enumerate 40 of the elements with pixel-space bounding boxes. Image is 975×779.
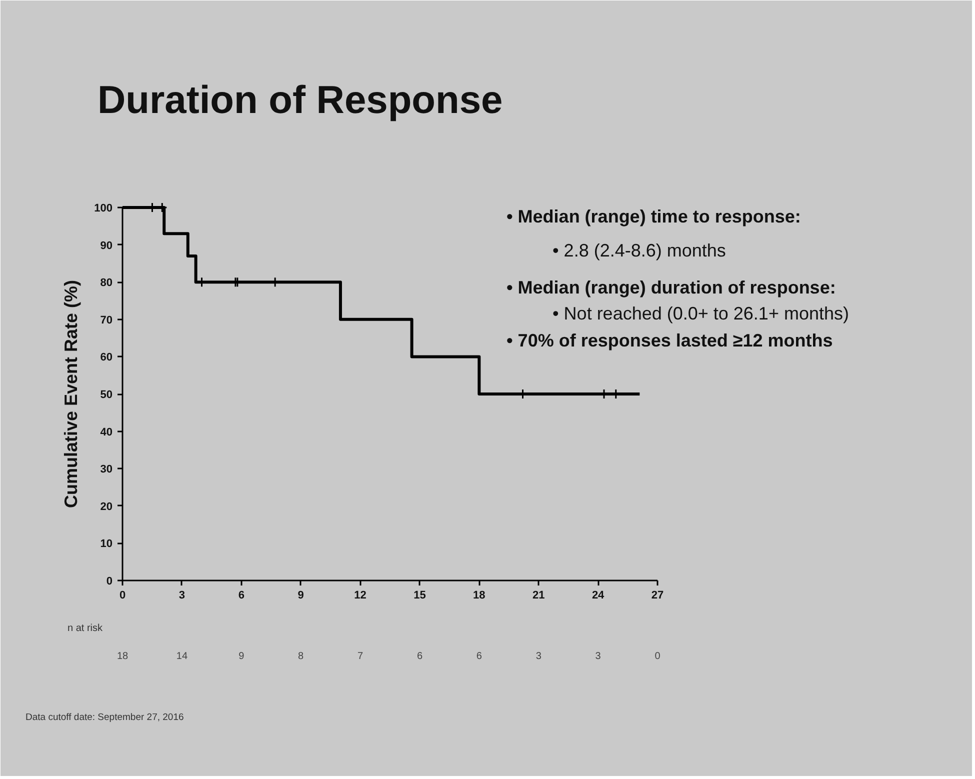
y-tick-label: 50 <box>100 389 113 401</box>
text: 14 <box>176 651 188 662</box>
y-tick-label: 80 <box>100 277 113 290</box>
x-tick-label: 18 <box>473 590 486 602</box>
y-tick-label: 60 <box>100 352 113 364</box>
y-tick-label: 100 <box>94 202 113 214</box>
text: 6 <box>476 651 482 662</box>
text: 3 <box>536 651 542 662</box>
text: 9 <box>238 651 245 662</box>
annotation: • 70% of responses lasted ≥12 months <box>506 330 833 350</box>
text: Data cutoff date: September 27, 2016 <box>26 712 184 723</box>
chart-title: Duration of Response <box>98 79 503 122</box>
y-tick-label: 20 <box>100 500 113 513</box>
annotation: • 2.8 (2.4-8.6) months <box>552 240 726 260</box>
y-tick-label: 30 <box>100 464 113 476</box>
text: 7 <box>357 651 364 662</box>
text: 8 <box>298 651 304 662</box>
x-tick-label: 27 <box>651 590 664 602</box>
annotation: • Median (range) time to response: <box>506 206 801 226</box>
text: 3 <box>595 651 602 662</box>
y-tick-label: 70 <box>100 314 113 326</box>
text: 18 <box>116 651 128 662</box>
x-tick-label: 24 <box>592 590 606 602</box>
y-tick-label: 40 <box>100 426 113 438</box>
x-tick-label: 12 <box>354 590 366 602</box>
x-tick-label: 9 <box>298 590 304 602</box>
x-tick-label: 6 <box>238 590 244 602</box>
x-tick-label: 21 <box>532 590 545 602</box>
x-tick-label: 15 <box>414 590 426 602</box>
text: 0 <box>654 651 661 662</box>
text: 6 <box>416 651 423 662</box>
x-tick-label: 3 <box>178 590 186 602</box>
annotation: • Median (range) duration of response: <box>506 278 836 298</box>
y-tick-label: 10 <box>100 538 113 550</box>
text: n at risk <box>68 623 104 634</box>
annotation: • Not reached (0.0+ to 26.1+ months) <box>552 304 849 324</box>
y-tick-label: 90 <box>100 240 113 252</box>
y-tick-label: 0 <box>106 576 113 588</box>
y-axis-title: Cumulative Event Rate (%) <box>61 280 82 508</box>
x-tick-label: 0 <box>119 590 126 602</box>
